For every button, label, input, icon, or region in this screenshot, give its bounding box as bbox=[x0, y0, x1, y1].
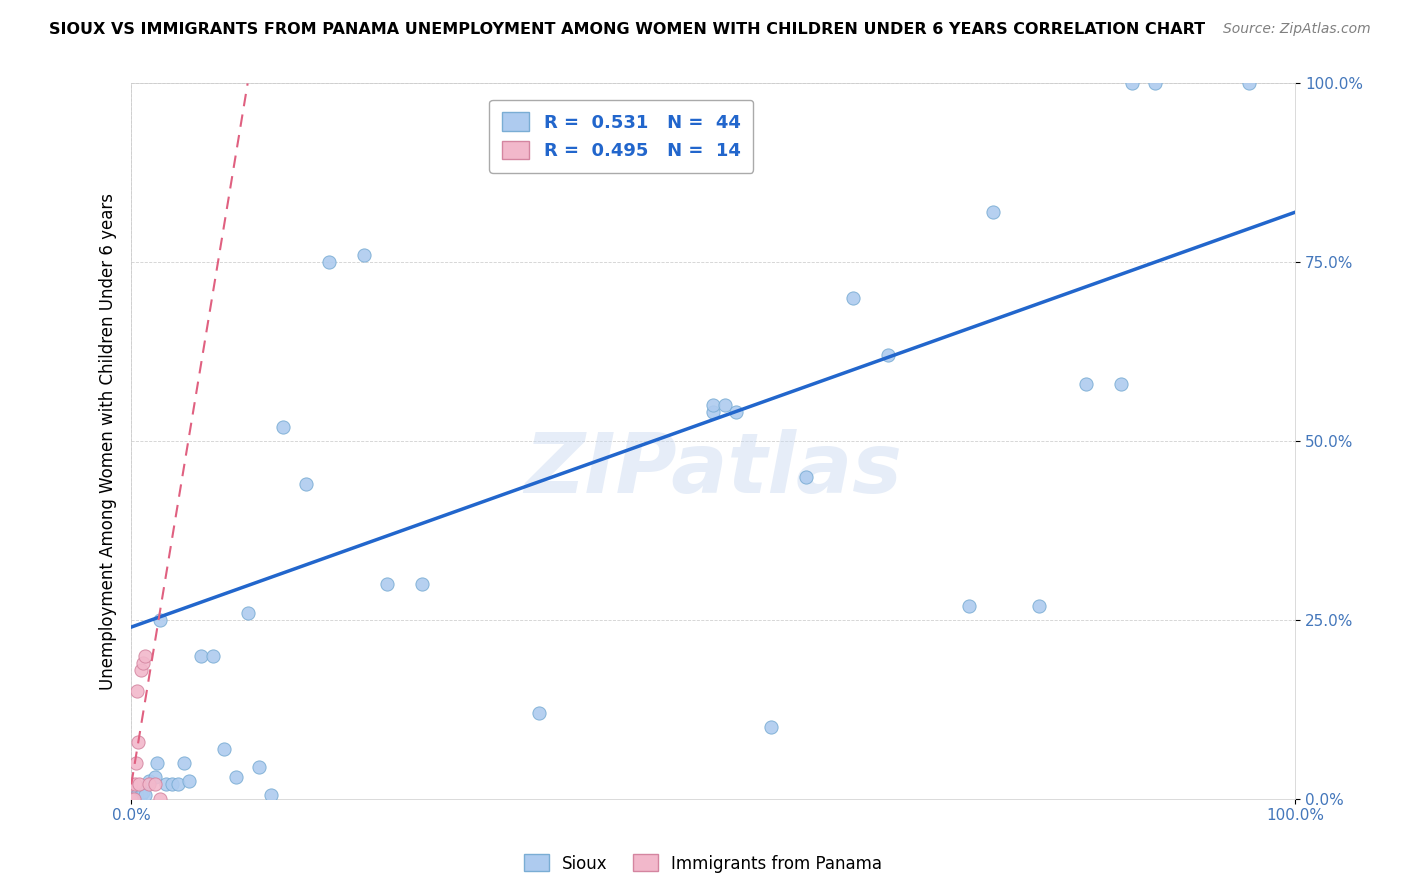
Point bbox=[702, 405, 724, 419]
Point bbox=[527, 706, 550, 720]
Point bbox=[134, 788, 156, 802]
Legend: R =  0.531   N =  44, R =  0.495   N =  14: R = 0.531 N = 44, R = 0.495 N = 14 bbox=[489, 100, 754, 173]
Point bbox=[155, 777, 177, 791]
Point bbox=[124, 777, 146, 791]
Point bbox=[149, 791, 172, 805]
Point bbox=[129, 663, 152, 677]
Point bbox=[725, 405, 748, 419]
Point bbox=[271, 419, 294, 434]
Point bbox=[842, 291, 865, 305]
Point bbox=[201, 648, 224, 663]
Point bbox=[375, 577, 398, 591]
Point bbox=[1109, 376, 1132, 391]
Point bbox=[124, 788, 146, 802]
Point bbox=[143, 777, 166, 791]
Point bbox=[794, 470, 817, 484]
Point bbox=[146, 756, 169, 770]
Point bbox=[132, 784, 155, 798]
Point bbox=[179, 773, 201, 788]
Legend: Sioux, Immigrants from Panama: Sioux, Immigrants from Panama bbox=[517, 847, 889, 880]
Point bbox=[166, 777, 188, 791]
Point bbox=[876, 348, 898, 362]
Point bbox=[214, 741, 236, 756]
Point bbox=[125, 684, 148, 698]
Point bbox=[761, 720, 783, 734]
Point bbox=[1074, 376, 1097, 391]
Point bbox=[125, 756, 148, 770]
Point bbox=[236, 606, 259, 620]
Point bbox=[411, 577, 433, 591]
Point bbox=[957, 599, 980, 613]
Point bbox=[120, 777, 142, 791]
Point bbox=[129, 788, 152, 802]
Point bbox=[138, 777, 160, 791]
Point bbox=[173, 756, 195, 770]
Point bbox=[1237, 77, 1260, 91]
Point bbox=[134, 648, 156, 663]
Point bbox=[143, 770, 166, 784]
Point bbox=[138, 773, 160, 788]
Point bbox=[1121, 77, 1143, 91]
Point bbox=[128, 777, 150, 791]
Point bbox=[225, 770, 247, 784]
Point bbox=[125, 788, 148, 802]
Point bbox=[132, 656, 155, 670]
Point bbox=[353, 248, 375, 262]
Point bbox=[190, 648, 212, 663]
Y-axis label: Unemployment Among Women with Children Under 6 years: Unemployment Among Women with Children U… bbox=[100, 193, 117, 690]
Point bbox=[149, 613, 172, 627]
Point bbox=[247, 759, 270, 773]
Point bbox=[1028, 599, 1050, 613]
Point bbox=[318, 255, 340, 269]
Text: Source: ZipAtlas.com: Source: ZipAtlas.com bbox=[1223, 22, 1371, 37]
Point bbox=[120, 791, 142, 805]
Point bbox=[260, 788, 283, 802]
Point bbox=[122, 791, 145, 805]
Point bbox=[702, 398, 724, 412]
Point bbox=[160, 777, 183, 791]
Point bbox=[981, 205, 1004, 219]
Point bbox=[127, 734, 149, 748]
Text: SIOUX VS IMMIGRANTS FROM PANAMA UNEMPLOYMENT AMONG WOMEN WITH CHILDREN UNDER 6 Y: SIOUX VS IMMIGRANTS FROM PANAMA UNEMPLOY… bbox=[49, 22, 1205, 37]
Point bbox=[1144, 77, 1167, 91]
Text: ZIPatlas: ZIPatlas bbox=[524, 429, 903, 510]
Point bbox=[714, 398, 737, 412]
Point bbox=[295, 477, 318, 491]
